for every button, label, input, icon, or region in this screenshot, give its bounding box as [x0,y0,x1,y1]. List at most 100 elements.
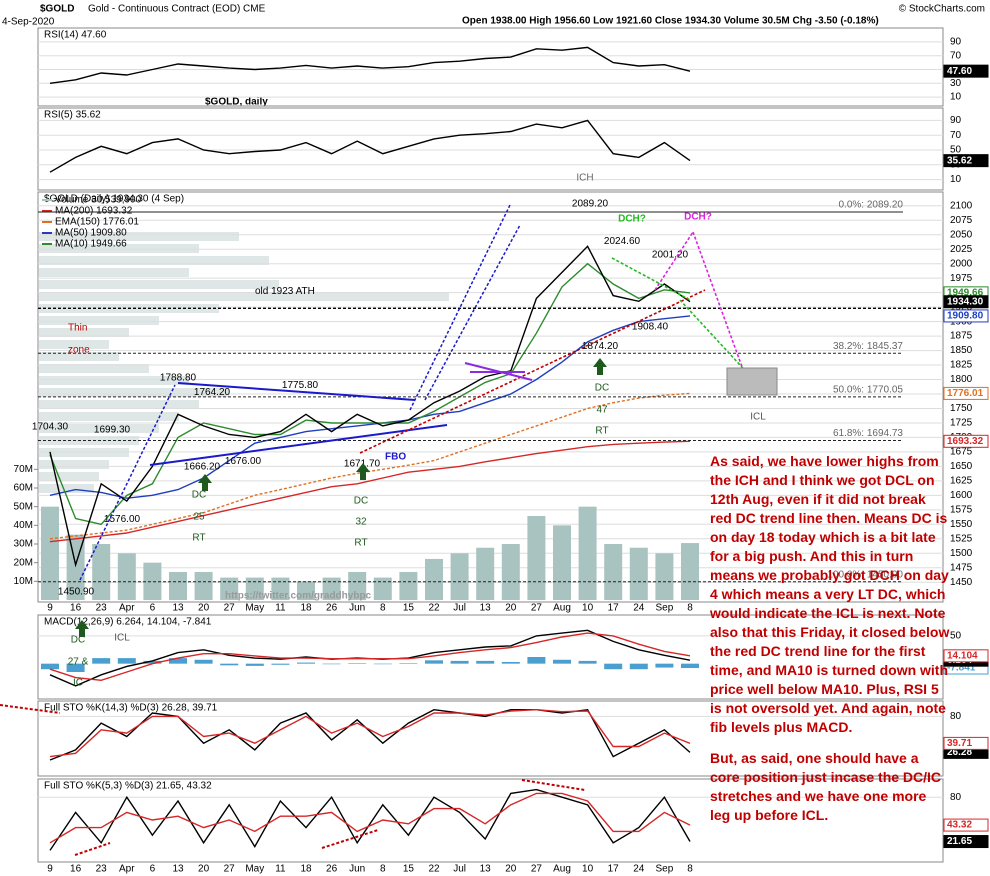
fib-label: 100.0%: 1450.90 [827,569,903,580]
x-tick-label: 27 [531,603,543,614]
last-value-label: 43.32 [947,820,972,831]
notes: As said, we have lower highs from the IC… [710,452,950,837]
x-tick-label: 17 [608,603,620,614]
y-tick-label: 70 [950,50,962,61]
x-tick-label: 11 [275,603,286,614]
last-value-label: 35.62 [947,155,972,166]
y2-tick-label: 10M [14,576,33,587]
trendline [0,704,61,714]
bar [527,516,546,600]
bar [501,662,520,664]
x-tick-label: 20 [198,864,210,875]
bar [271,577,290,600]
trendline [149,424,448,466]
series-line [49,788,691,851]
y-tick-label: 1975 [950,273,973,284]
bar [41,506,59,600]
bar [245,577,264,600]
bar [527,657,546,664]
legend-label: Volume 30,539,900 [55,195,142,206]
volume-by-price-bar [39,232,239,241]
x-tick-label: 13 [172,603,184,614]
y-tick-label: 1525 [950,533,973,544]
x-tick-label: 9 [47,603,53,614]
x-tick-label: Apr [119,603,135,614]
panel-title: Full STO %K(5,3) %D(3) 21.65, 43.32 [44,781,212,792]
x-tick-label: 10 [582,864,594,875]
bar [604,544,623,600]
x-tick-label: 26 [326,603,338,614]
x-tick-label: 22 [428,864,440,875]
y-tick-label: 1550 [950,519,973,530]
volume-by-price-bar [39,340,109,349]
x-tick-label: Jun [349,603,365,614]
last-value-tag [943,649,989,663]
annotation: IC [73,678,83,689]
bar [681,543,699,600]
x-tick-label: 16 [70,864,82,875]
volume-by-price-bar [39,364,149,373]
annotation: RT [354,538,367,549]
y-tick-label: 2000 [950,258,973,269]
price-label: 2089.20 [572,199,609,210]
price-label: 1788.80 [160,373,197,384]
price-label: 1676.00 [225,456,262,467]
bar [271,663,290,665]
series-line [49,708,691,761]
bar [194,659,213,664]
series-line [49,119,691,173]
cycle-arrow [356,463,370,480]
cycle-arrow [75,620,89,637]
cycle-arrow [198,474,212,491]
x-tick-label: 8 [380,864,386,875]
cycle-arrow [593,358,607,375]
volume-by-price-bar [39,400,199,409]
series-line [49,245,691,568]
x-tick-label: Jun [349,864,365,875]
volume-by-price-bar [39,280,279,289]
y-tick-label: 1725 [950,418,973,429]
x-tick-label: Sep [656,864,674,875]
series-line [49,792,691,844]
volume-by-price-bar [39,412,179,421]
fib-label: 61.8%: 1694.73 [833,428,903,439]
price-label: 1576.00 [104,514,141,525]
volume-by-price-bar [39,388,229,397]
y-tick-label: 1850 [950,345,973,356]
price-label: 1450.90 [58,586,95,597]
last-value-tag [943,818,989,832]
x-tick-label: 18 [300,864,312,875]
bar [66,663,85,672]
last-value-tag [943,386,989,400]
bar [399,572,418,600]
trendline [409,204,511,411]
bar [578,506,597,600]
volume-by-price-bar [39,376,189,385]
last-value-tag [943,434,989,448]
x-tick-label: Jul [453,603,466,614]
annotation: ICL [114,633,130,644]
price-label: 1666.20 [184,462,221,473]
x-tick-label: 18 [300,603,312,614]
y-tick-label: 1650 [950,461,973,472]
price-label: 1704.30 [32,422,69,433]
series-line [49,315,691,499]
x-tick-label: 15 [403,603,415,614]
x-tick-label: 22 [428,603,440,614]
price-label: 1699.30 [94,424,131,435]
panel-frame [37,107,944,191]
annotation: ICH [576,173,593,184]
date: 4-Sep-2020 [2,17,55,28]
x-tick-label: 27 [531,864,543,875]
bar [501,544,520,600]
trendline [359,289,706,454]
y-tick-label: 80 [950,792,962,803]
annotation: 25 [193,512,205,523]
y2-tick-label: 30M [14,539,33,550]
x-tick-label: 8 [687,864,693,875]
last-value-tag [943,64,989,78]
bar [681,663,699,669]
x-tick-label: 9 [47,864,53,875]
bar [348,572,367,600]
last-value-label: 26.28 [947,747,972,758]
